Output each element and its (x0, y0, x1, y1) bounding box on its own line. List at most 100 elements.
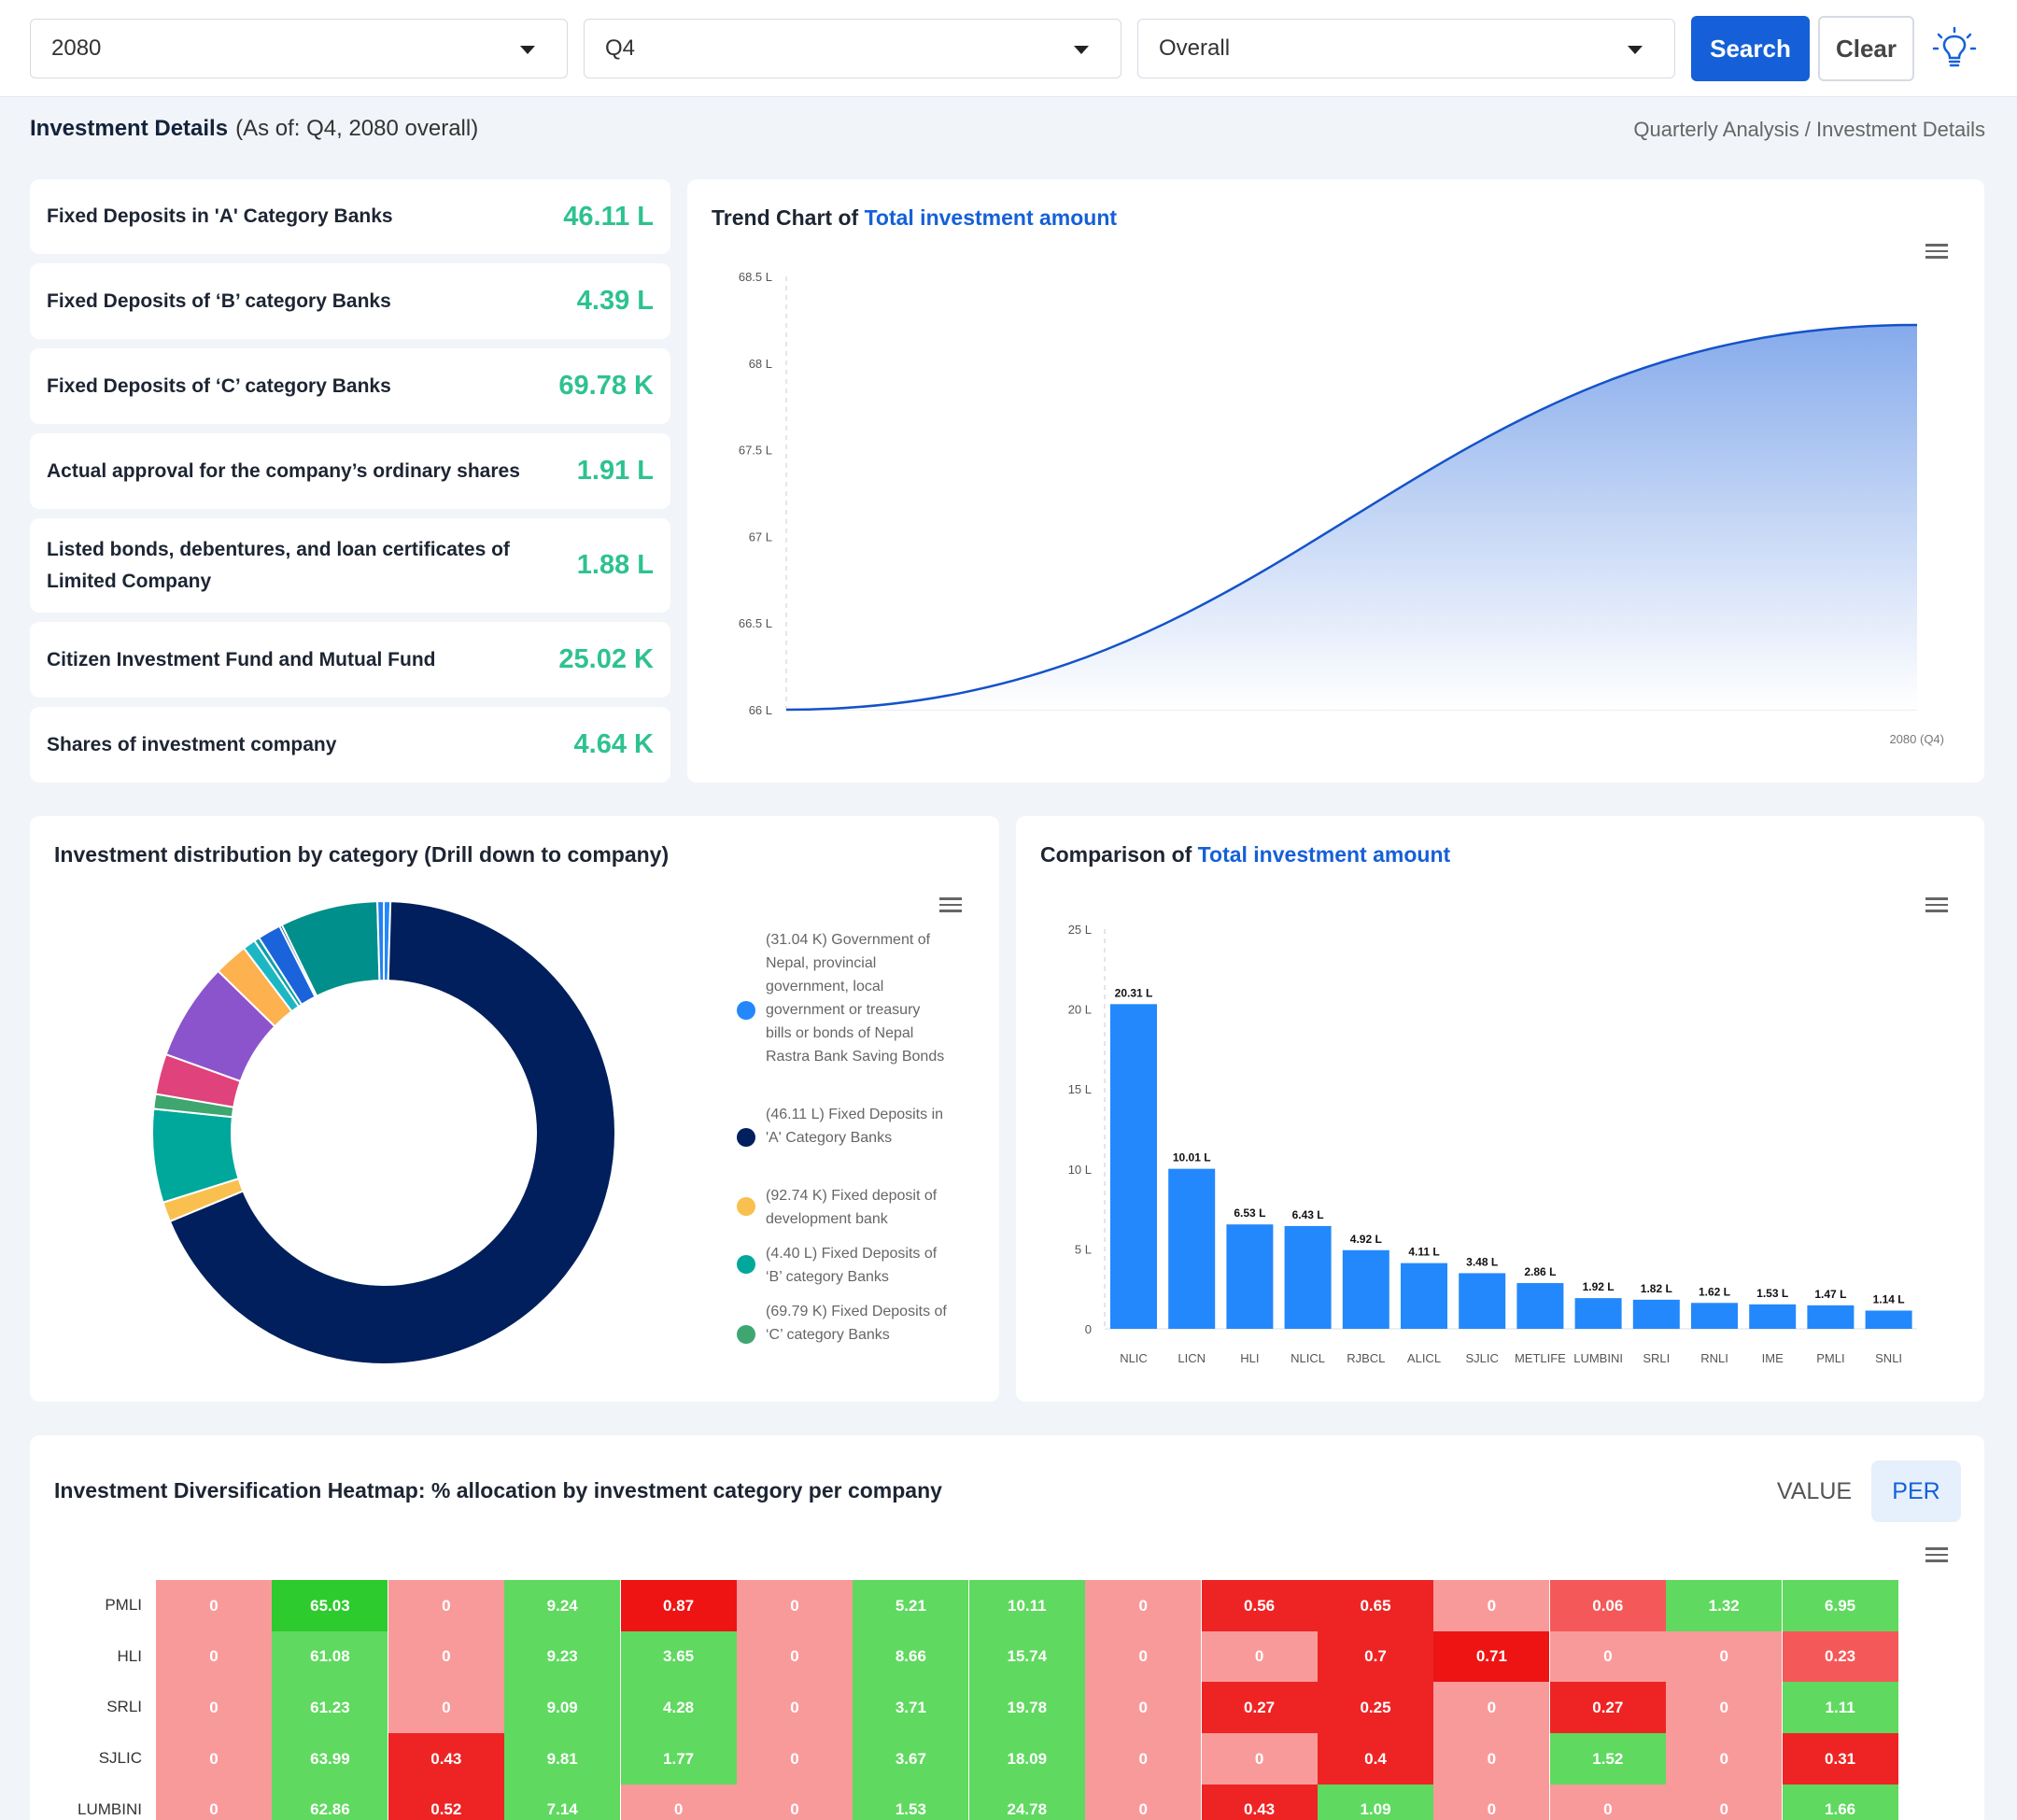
heatmap-cell[interactable]: 0 (1549, 1630, 1666, 1683)
heatmap-cell[interactable]: 62.86 (272, 1784, 388, 1820)
heatmap-cell[interactable]: 24.78 (968, 1784, 1085, 1820)
heatmap-cell[interactable]: 61.23 (272, 1682, 388, 1734)
heatmap-cell[interactable]: 0.87 (620, 1580, 737, 1631)
heatmap-cell[interactable]: 0 (1085, 1784, 1202, 1820)
legend-item[interactable]: (31.04 K) Government of Nepal, provincia… (766, 932, 945, 1065)
heatmap-cell[interactable]: 0 (1085, 1580, 1202, 1631)
legend-dot (737, 1325, 755, 1344)
scope-select-value: Overall (1159, 35, 1231, 61)
heatmap-cell[interactable]: 3.65 (620, 1630, 737, 1683)
heatmap-cell[interactable]: 0 (156, 1784, 272, 1820)
kpi-card: Actual approval for the company’s ordina… (30, 433, 670, 509)
bar (1807, 1305, 1855, 1329)
heatmap-cell[interactable]: 8.66 (853, 1630, 969, 1683)
heatmap-cell[interactable]: 0 (1085, 1682, 1202, 1734)
heatmap-cell[interactable]: 0 (1433, 1733, 1550, 1785)
heatmap-cell[interactable]: 4.28 (620, 1682, 737, 1734)
heatmap-cell[interactable]: 0.65 (1318, 1580, 1433, 1631)
heatmap-cell[interactable]: 0 (1666, 1682, 1783, 1734)
chart-menu-icon[interactable] (939, 897, 962, 912)
chart-menu-icon[interactable] (1925, 244, 1948, 259)
heatmap-cell[interactable]: 0 (737, 1630, 853, 1683)
heatmap-cell[interactable]: 9.23 (504, 1630, 621, 1683)
heatmap-cell[interactable]: 0 (737, 1733, 853, 1785)
heatmap-cell[interactable]: 0.43 (388, 1733, 504, 1785)
heatmap-cell[interactable]: 0 (1433, 1682, 1550, 1734)
value-toggle[interactable]: VALUE (1776, 1477, 1853, 1504)
heatmap-cell[interactable]: 1.52 (1549, 1733, 1666, 1785)
heatmap-cell[interactable]: 9.24 (504, 1580, 621, 1631)
heatmap-row-label: PMLI (105, 1596, 142, 1614)
heatmap-cell[interactable]: 1.32 (1666, 1580, 1783, 1631)
heatmap-cell[interactable]: 9.81 (504, 1733, 621, 1785)
heatmap-cell[interactable]: 0 (156, 1733, 272, 1785)
heatmap-cell[interactable]: 0 (388, 1580, 504, 1631)
heatmap-cell[interactable]: 0.43 (1201, 1784, 1318, 1820)
legend-item[interactable]: (69.79 K) Fixed Deposits of ‘C’ category… (766, 1304, 947, 1343)
clear-button[interactable]: Clear (1818, 16, 1914, 81)
heatmap-cell[interactable]: 1.09 (1318, 1784, 1433, 1820)
search-button[interactable]: Search (1691, 16, 1810, 81)
heatmap-cell[interactable]: 0.27 (1549, 1682, 1666, 1734)
heatmap-cell[interactable]: 0 (1201, 1733, 1318, 1785)
heatmap-cell[interactable]: 0 (1085, 1733, 1202, 1785)
heatmap-cell[interactable]: 0 (737, 1580, 853, 1631)
heatmap-cell[interactable]: 15.74 (968, 1630, 1085, 1683)
heatmap-cell[interactable]: 0.4 (1318, 1733, 1433, 1785)
scope-select[interactable]: Overall (1137, 19, 1675, 78)
heatmap-cell[interactable]: 3.71 (853, 1682, 969, 1734)
heatmap-cell[interactable]: 0 (1433, 1784, 1550, 1820)
heatmap-cell[interactable]: 0 (156, 1682, 272, 1734)
heatmap-cell[interactable]: 0 (737, 1682, 853, 1734)
heatmap-cell[interactable]: 1.66 (1782, 1784, 1898, 1820)
heatmap-cell[interactable]: 5.21 (853, 1580, 969, 1631)
heatmap-cell[interactable]: 65.03 (272, 1580, 388, 1631)
heatmap-cell[interactable]: 9.09 (504, 1682, 621, 1734)
legend-item[interactable]: (46.11 L) Fixed Deposits in 'A' Category… (766, 1107, 944, 1146)
heatmap-cell[interactable]: 0 (620, 1784, 737, 1820)
heatmap-cell[interactable]: 0 (388, 1630, 504, 1683)
lightbulb-icon[interactable] (1931, 25, 1978, 72)
heatmap-cell[interactable]: 0.31 (1782, 1733, 1898, 1785)
chart-menu-icon[interactable] (1925, 1547, 1948, 1562)
heatmap-cell[interactable]: 7.14 (504, 1784, 621, 1820)
heatmap-cell[interactable]: 3.67 (853, 1733, 969, 1785)
heatmap-cell[interactable]: 1.53 (853, 1784, 969, 1820)
legend-item[interactable]: (92.74 K) Fixed deposit of development b… (766, 1188, 938, 1227)
heatmap-cell[interactable]: 6.95 (1782, 1580, 1898, 1631)
heatmap-cell[interactable]: 0.06 (1549, 1580, 1666, 1631)
heatmap-cell[interactable]: 0 (156, 1580, 272, 1631)
heatmap-cell[interactable]: 0 (1085, 1630, 1202, 1683)
heatmap-cell[interactable]: 0.23 (1782, 1630, 1898, 1683)
heatmap-cell[interactable]: 1.11 (1782, 1682, 1898, 1734)
heatmap-cell[interactable]: 63.99 (272, 1733, 388, 1785)
page-subtitle: (As of: Q4, 2080 overall) (235, 116, 479, 141)
heatmap-cell[interactable]: 18.09 (968, 1733, 1085, 1785)
percent-toggle[interactable]: PER (1871, 1460, 1961, 1522)
heatmap-cell[interactable]: 0 (1549, 1784, 1666, 1820)
heatmap-cell[interactable]: 0 (1666, 1733, 1783, 1785)
heatmap-cell[interactable]: 0 (1666, 1630, 1783, 1683)
heatmap-cell[interactable]: 61.08 (272, 1630, 388, 1683)
quarter-select[interactable]: Q4 (584, 19, 1121, 78)
heatmap-cell[interactable]: 0.56 (1201, 1580, 1318, 1631)
heatmap-cell[interactable]: 0 (156, 1630, 272, 1683)
heatmap-cell[interactable]: 0.7 (1318, 1630, 1433, 1683)
chart-menu-icon[interactable] (1925, 897, 1948, 912)
heatmap-cell[interactable]: 1.77 (620, 1733, 737, 1785)
heatmap-cell[interactable]: 19.78 (968, 1682, 1085, 1734)
heatmap-cell[interactable]: 10.11 (968, 1580, 1085, 1631)
heatmap-cell[interactable]: 0.52 (388, 1784, 504, 1820)
heatmap-cell[interactable]: 0.27 (1201, 1682, 1318, 1734)
year-select[interactable]: 2080 (30, 19, 568, 78)
heatmap-cell[interactable]: 0 (737, 1784, 853, 1820)
kpi-card: Fixed Deposits of ‘C’ category Banks 69.… (30, 348, 670, 424)
legend-item[interactable]: (4.40 L) Fixed Deposits of ‘B’ category … (766, 1246, 938, 1285)
heatmap-cell[interactable]: 0.25 (1318, 1682, 1433, 1734)
heatmap-cell[interactable]: 0 (388, 1682, 504, 1734)
heatmap-cell[interactable]: 0 (1666, 1784, 1783, 1820)
heatmap-cell[interactable]: 0 (1201, 1630, 1318, 1683)
heatmap-cell[interactable]: 0.71 (1433, 1630, 1550, 1683)
heatmap-cell[interactable]: 0 (1433, 1580, 1550, 1631)
bar-title-prefix: Comparison of (1040, 842, 1198, 867)
